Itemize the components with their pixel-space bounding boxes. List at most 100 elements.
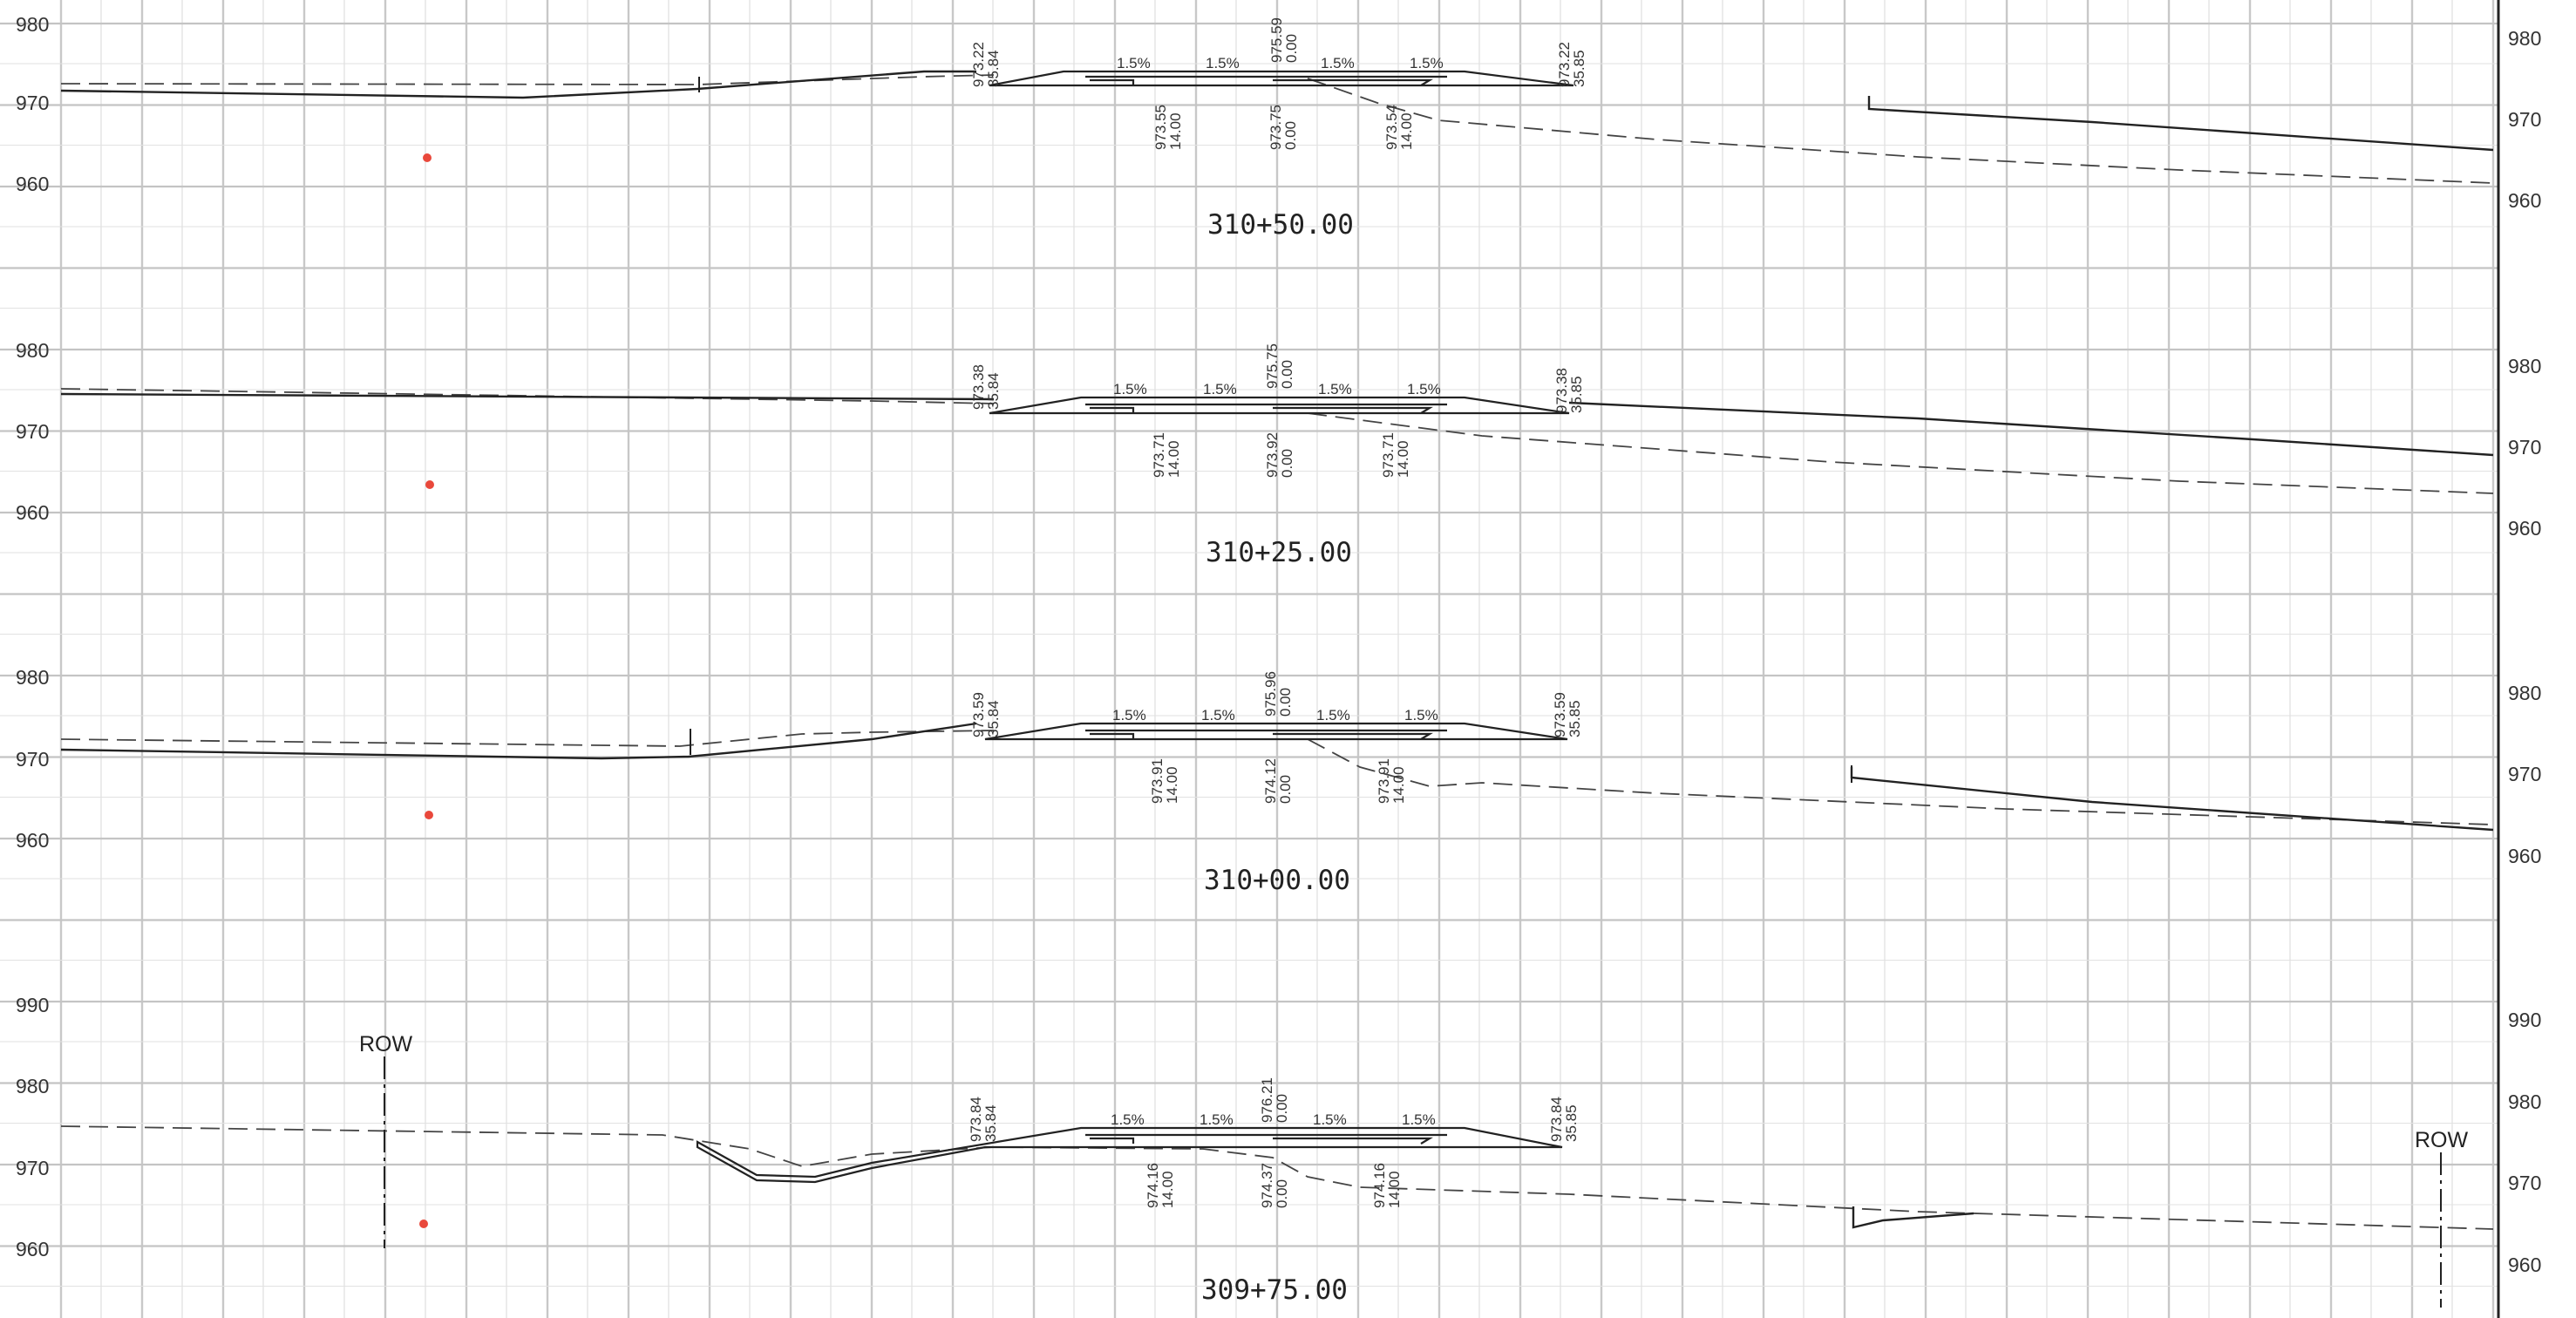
ground-line	[60, 70, 976, 99]
row-label-right: ROW	[2415, 1128, 2469, 1152]
svg-text:14.00: 14.00	[1395, 440, 1411, 478]
svg-text:973.38: 973.38	[970, 364, 987, 410]
existing-ground-line	[1307, 412, 2494, 494]
elev-label-left: 980	[16, 666, 49, 689]
svg-text:14.00: 14.00	[1167, 112, 1184, 150]
svg-text:0.00: 0.00	[1274, 1094, 1290, 1123]
elev-label-right: 970	[2508, 108, 2541, 131]
svg-text:0.00: 0.00	[1282, 121, 1299, 150]
svg-text:973.71: 973.71	[1380, 432, 1397, 478]
svg-text:976.21: 976.21	[1259, 1077, 1275, 1123]
elev-label-right: 980	[2508, 1090, 2541, 1113]
svg-text:973.38: 973.38	[1553, 368, 1570, 413]
slope-label: 1.5%	[1203, 381, 1237, 397]
roadway-template	[989, 396, 1570, 415]
svg-text:974.37: 974.37	[1259, 1163, 1275, 1208]
svg-text:14.00: 14.00	[1164, 766, 1180, 804]
station-label: 310+00.00	[1204, 865, 1350, 896]
vertical-label-bottom: 974.120.00	[1262, 758, 1294, 804]
svg-text:14.00: 14.00	[1398, 112, 1415, 150]
svg-text:974.16: 974.16	[1371, 1163, 1388, 1208]
slope-label: 1.5%	[1407, 381, 1441, 397]
elev-label-left: 970	[16, 92, 49, 114]
elev-label-left: 980	[16, 1075, 49, 1097]
slope-label: 1.5%	[1111, 1111, 1145, 1128]
roadway-template	[696, 1126, 1563, 1184]
slope-label: 1.5%	[1201, 707, 1235, 724]
svg-text:0.00: 0.00	[1277, 688, 1294, 717]
slope-label: 1.5%	[1316, 707, 1350, 724]
existing-ground-line	[1307, 78, 2494, 184]
vertical-label-bottom: 973.920.00	[1264, 432, 1295, 478]
svg-text:35.85: 35.85	[1567, 700, 1583, 737]
svg-text:35.84: 35.84	[985, 700, 1002, 737]
svg-text:973.22: 973.22	[970, 42, 987, 87]
svg-text:0.00: 0.00	[1279, 360, 1295, 389]
slope-label: 1.5%	[1404, 707, 1438, 724]
svg-text:974.12: 974.12	[1262, 758, 1279, 804]
slope-label: 1.5%	[1206, 55, 1240, 71]
ground-line	[1852, 1206, 1974, 1229]
svg-text:14.00: 14.00	[1390, 766, 1407, 804]
existing-ground-line	[60, 730, 995, 747]
ground-line	[60, 722, 977, 760]
elev-label-left: 970	[16, 1157, 49, 1179]
row-label-left: ROW	[359, 1032, 413, 1056]
vertical-label-top: 975.590.00	[1268, 17, 1300, 63]
svg-text:973.84: 973.84	[1548, 1097, 1565, 1142]
slope-label: 1.5%	[1112, 707, 1146, 724]
existing-ground-line	[1307, 738, 2494, 825]
ground-line	[1867, 96, 2494, 152]
svg-text:973.59: 973.59	[1552, 692, 1568, 737]
roadway-template	[984, 722, 1568, 741]
elev-label-left: 960	[16, 501, 49, 524]
svg-text:35.84: 35.84	[982, 1104, 999, 1142]
elev-label-left: 970	[16, 748, 49, 771]
svg-text:973.55: 973.55	[1152, 105, 1169, 150]
control-point-dot	[423, 153, 432, 162]
elev-label-left: 970	[16, 420, 49, 443]
svg-text:35.84: 35.84	[985, 372, 1002, 410]
control-point-dot	[425, 811, 433, 819]
elev-label-left: 960	[16, 173, 49, 195]
svg-text:35.85: 35.85	[1563, 1104, 1580, 1142]
station-label: 310+25.00	[1206, 537, 1352, 568]
elev-label-right: 970	[2508, 1172, 2541, 1194]
slope-label: 1.5%	[1113, 381, 1147, 397]
vertical-label-top: 975.750.00	[1264, 343, 1295, 389]
vertical-label-bottom: 973.750.00	[1268, 105, 1299, 150]
slope-label: 1.5%	[1200, 1111, 1234, 1128]
svg-text:974.16: 974.16	[1145, 1163, 1161, 1208]
vertical-label-bottom: 974.370.00	[1259, 1163, 1290, 1208]
section-310-50: 980 970 960 980 970 960 1.5% 1.5% 1.5% 1…	[16, 13, 2541, 241]
existing-ground-line	[60, 388, 995, 404]
slope-label: 1.5%	[1410, 55, 1444, 71]
section-310-25: 980 970 960 980 970 960 1.5% 1.5% 1.5% 1…	[16, 339, 2541, 568]
svg-text:14.00: 14.00	[1386, 1171, 1403, 1208]
slope-label: 1.5%	[1402, 1111, 1436, 1128]
station-label: 309+75.00	[1201, 1274, 1348, 1306]
elev-label-right: 980	[2508, 682, 2541, 704]
svg-text:973.59: 973.59	[970, 692, 987, 737]
elev-label-right: 960	[2508, 845, 2541, 867]
svg-text:35.84: 35.84	[985, 50, 1002, 87]
elev-label-right: 990	[2508, 1009, 2541, 1031]
elev-label-left: 960	[16, 1238, 49, 1260]
roadway-template	[989, 70, 1574, 87]
station-label: 310+50.00	[1207, 209, 1354, 241]
svg-text:0.00: 0.00	[1283, 34, 1300, 63]
